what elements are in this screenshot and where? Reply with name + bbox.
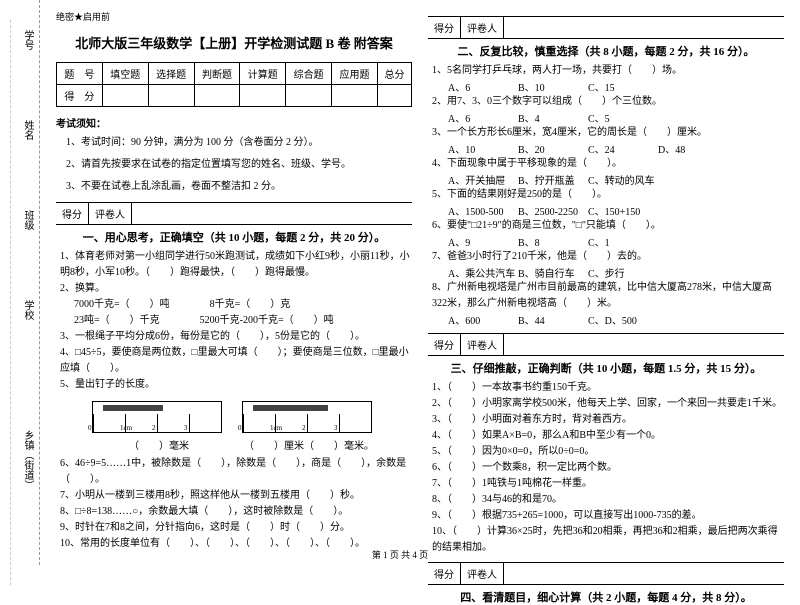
q2-3-opts: A、10B、20C、24D、48 [448, 141, 784, 156]
th-comp: 综合题 [286, 63, 332, 85]
notice-3: 3、不要在试卷上乱涂乱画，卷面不整洁扣 2 分。 [66, 178, 412, 196]
nail-2 [253, 405, 328, 411]
cell [148, 85, 194, 107]
nail-1 [103, 405, 163, 411]
q1-3: 3、一根绳子平均分成6份，每份是它的（ ），5份是它的（ ）。 [60, 329, 412, 345]
th-choice: 选择题 [148, 63, 194, 85]
notice-2: 2、请首先按要求在试卷的指定位置填写您的姓名、班级、学号。 [66, 156, 412, 174]
ruler-ans-2: （ ）厘米（ ）毫米。 [234, 437, 384, 452]
part4-heading: 四、看清题目，细心计算（共 2 小题，每题 4 分，共 8 分）。 [428, 589, 784, 605]
cell [377, 85, 411, 107]
q2-1-opts: A、6B、10C、15 [448, 79, 784, 94]
th-total: 总分 [377, 63, 411, 85]
binding-label-town: 乡镇（街道） [20, 430, 35, 490]
part2-heading: 二、反复比较，慎重选择（共 8 小题，每题 2 分，共 16 分）。 [428, 43, 784, 59]
th-calc: 计算题 [240, 63, 286, 85]
q1-7: 7、小明从一楼到三楼用8秒，照这样他从一楼到五楼用（ ）秒。 [60, 488, 412, 504]
score-table: 题 号 填空题 选择题 判断题 计算题 综合题 应用题 总分 得 分 [56, 62, 412, 107]
q2-4-opts: A、开关抽屉B、拧开瓶盖C、转动的风车 [448, 172, 784, 187]
binding-label-name: 姓名 [20, 120, 35, 140]
score-row-1: 得分 评卷人 [56, 202, 412, 225]
q2-1: 1、5名同学打乒乓球，两人打一场，共要打（ ）场。 [432, 63, 784, 79]
cell [194, 85, 240, 107]
page-footer: 第 1 页 共 4 页 [0, 548, 800, 561]
ruler-images: 0 1cm 2 3 （ ）毫米 0 1cm 2 [56, 397, 412, 452]
exam-title: 北师大版三年级数学【上册】开学检测试题 B 卷 附答案 [56, 33, 412, 52]
q3-6: 6、（ ）一个数乘8，积一定比两个数。 [432, 460, 784, 476]
th-num: 题 号 [57, 63, 103, 85]
q2-5-opts: A、1500-500B、2500-2250C、150+150 [448, 203, 784, 218]
score-label: 得分 [428, 563, 461, 584]
left-column: 绝密★启用前 北师大版三年级数学【上册】开学检测试题 B 卷 附答案 题 号 填… [48, 10, 420, 565]
score-label: 得分 [428, 334, 461, 355]
score-row-2: 得分 评卷人 [428, 16, 784, 39]
score-label: 得分 [428, 17, 461, 38]
q3-9: 9、（ ）根据735+265=1000，可以直接写出1000-735的差。 [432, 508, 784, 524]
q2-8-opts: A、600B、44C、D、500 [448, 312, 784, 327]
q2-3: 3、一个长方形长6厘米，宽4厘米，它的周长是（ ）厘米。 [432, 125, 784, 141]
q3-8: 8、（ ）34与46的和是70。 [432, 492, 784, 508]
reviewer-label: 评卷人 [461, 563, 504, 584]
q1-2a: 7000千克=（ ）吨 8千克=（ ）克 [74, 297, 412, 313]
th-app: 应用题 [332, 63, 378, 85]
ruler-2: 0 1cm 2 3 [242, 401, 372, 433]
th-judge: 判断题 [194, 63, 240, 85]
score-blank [132, 203, 412, 224]
q2-5: 5、下面的结果刚好是250的是（ ）。 [432, 187, 784, 203]
q1-5: 5、量出钉子的长度。 [60, 377, 412, 393]
dash-line [10, 20, 11, 585]
part3-heading: 三、仔细推敲，正确判断（共 10 小题，每题 1.5 分，共 15 分）。 [428, 360, 784, 376]
score-blank [504, 17, 784, 38]
score-label: 得分 [56, 203, 89, 224]
ruler-ans-1: （ ）毫米 [84, 437, 234, 452]
notice-1: 1、考试时间：90 分钟，满分为 100 分（含卷面分 2 分）。 [66, 134, 412, 152]
q1-9: 9、时针在7和8之间，分针指向6，这时是（ ）时（ ）分。 [60, 520, 412, 536]
reviewer-label: 评卷人 [461, 334, 504, 355]
q1-2b: 23吨=（ ）千克 5200千克-200千克=（ ）吨 [74, 313, 412, 329]
q3-7: 7、（ ）1吨铁与1吨棉花一样重。 [432, 476, 784, 492]
q2-6: 6、要使"□21÷9"的商是三位数，"□"只能填（ ）。 [432, 218, 784, 234]
q2-2: 2、用7、3、0三个数字可以组成（ ）个三位数。 [432, 94, 784, 110]
q3-1: 1、（ ）一本故事书约重150千克。 [432, 380, 784, 396]
q1-2: 2、换算。 [60, 281, 412, 297]
q1-8: 8、□÷8=138……○，余数最大填（ ），这时被除数是（ ）。 [60, 504, 412, 520]
notice-heading: 考试须知： [56, 115, 412, 130]
part1-heading: 一、用心思考，正确填空（共 10 小题，每题 2 分，共 20 分）。 [56, 229, 412, 245]
q2-7-opts: A、乘公共汽车B、骑自行车C、步行 [448, 265, 784, 280]
binding-margin: 学号 姓名 班级 学校 乡镇（街道） [0, 0, 40, 565]
q3-3: 3、（ ）小明面对着东方时，背对着西方。 [432, 412, 784, 428]
q1-1: 1、体育老师对第一小组同学进行50米跑测试，成绩如下小红9秒，小丽11秒，小明8… [60, 249, 412, 281]
reviewer-label: 评卷人 [461, 17, 504, 38]
q2-6-opts: A、9B、8C、1 [448, 234, 784, 249]
td-score: 得 分 [57, 85, 103, 107]
th-fill: 填空题 [102, 63, 148, 85]
binding-label-class: 班级 [20, 210, 35, 230]
q2-4: 4、下面现象中属于平移现象的是（ ）。 [432, 156, 784, 172]
score-row-4: 得分 评卷人 [428, 562, 784, 585]
reviewer-label: 评卷人 [89, 203, 132, 224]
binding-label-id: 学号 [20, 30, 35, 50]
q3-4: 4、（ ）如果A×B=0，那么A和B中至少有一个0。 [432, 428, 784, 444]
q3-2: 2、（ ）小明家离学校500米，他每天上学、回家，一个来回一共要走1千米。 [432, 396, 784, 412]
q1-4: 4、□45÷5，要使商是两位数，□里最大可填（ ）；要使商是三位数，□里最小应填… [60, 345, 412, 377]
binding-label-school: 学校 [20, 300, 35, 320]
q1-6: 6、46÷9=5……1中，被除数是（ ），除数是（ ），商是（ ），余数是（ ）… [60, 456, 412, 488]
q2-8: 8、广州新电视塔是广州市目前最高的建筑，比中信大厦高278米，中信大厦高322米… [432, 280, 784, 312]
ruler-1: 0 1cm 2 3 [92, 401, 222, 433]
cell [332, 85, 378, 107]
cell [240, 85, 286, 107]
score-row-3: 得分 评卷人 [428, 333, 784, 356]
score-blank [504, 334, 784, 355]
cell [102, 85, 148, 107]
score-blank [504, 563, 784, 584]
q2-2-opts: A、6B、4C、5 [448, 110, 784, 125]
right-column: 得分 评卷人 二、反复比较，慎重选择（共 8 小题，每题 2 分，共 16 分）… [420, 10, 792, 565]
cell [286, 85, 332, 107]
secret-tag: 绝密★启用前 [56, 10, 412, 23]
q2-7: 7、爸爸3小时行了210千米，他是（ ）去的。 [432, 249, 784, 265]
q3-5: 5、（ ）因为0×0=0，所以0÷0=0。 [432, 444, 784, 460]
